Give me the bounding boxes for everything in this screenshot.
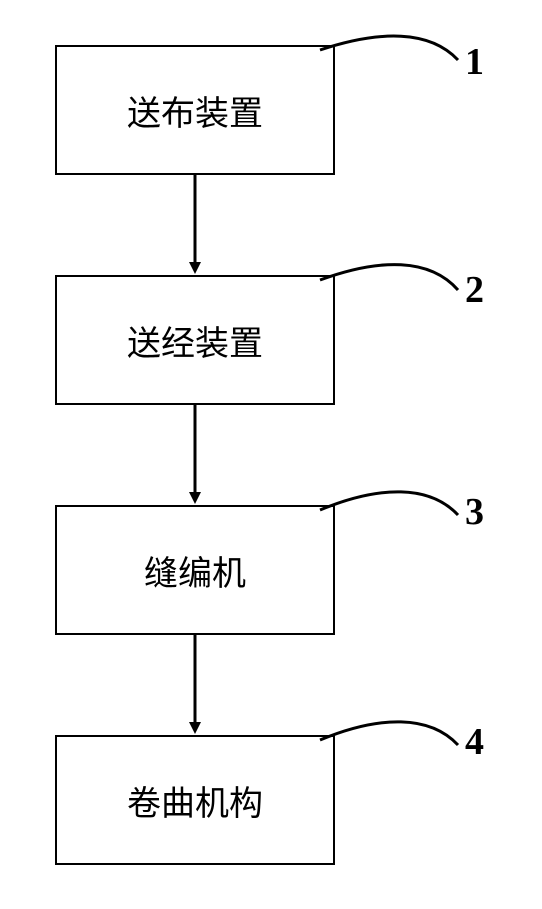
callout-curve-3 [320,492,458,515]
callout-curve-4 [320,722,458,745]
flow-node-4: 卷曲机构 [55,735,335,865]
callout-label-4: 4 [465,720,484,764]
flow-node-2: 送经装置 [55,275,335,405]
flow-node-3-text: 缝编机 [144,546,246,595]
callout-label-2: 2 [465,268,484,312]
flow-node-3: 缝编机 [55,505,335,635]
flow-node-2-text: 送经装置 [127,316,263,365]
callout-curve-2 [320,265,458,290]
flow-node-4-text: 卷曲机构 [127,776,263,825]
flow-node-1: 送布装置 [55,45,335,175]
diagram-canvas: 送布装置 送经装置 缝编机 卷曲机构 1 2 3 4 [0,0,542,909]
callout-curve-1 [320,36,458,60]
flow-node-1-text: 送布装置 [127,86,263,135]
callout-label-1: 1 [465,40,484,84]
callout-label-3: 3 [465,490,484,534]
